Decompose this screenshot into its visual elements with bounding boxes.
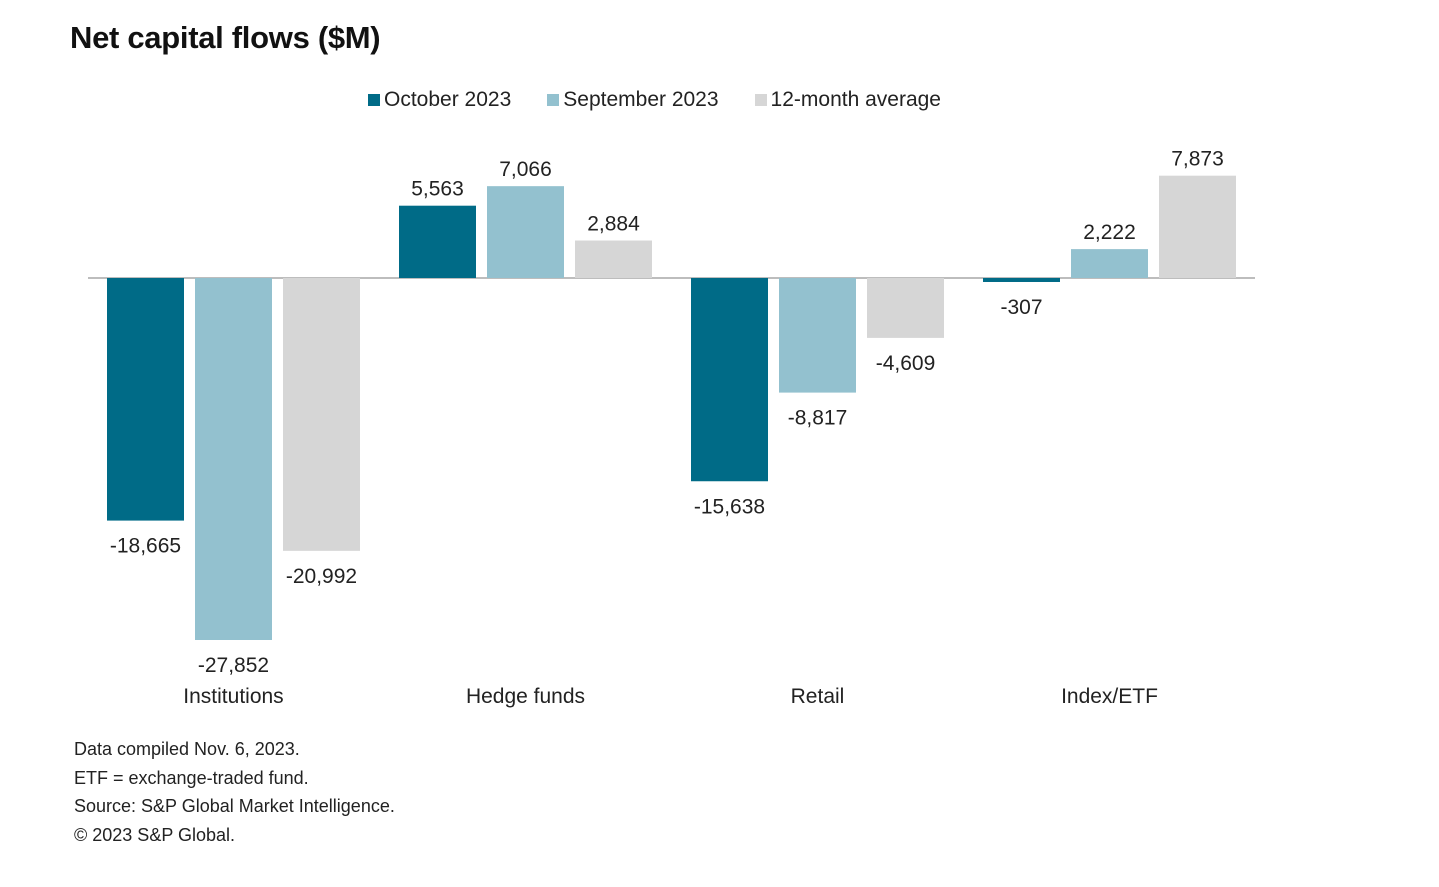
data-label-retail-12-month-average: -4,609 <box>876 352 936 375</box>
bar-hedge-funds-september-2023 <box>487 186 564 278</box>
bar-retail-october-2023 <box>691 278 768 482</box>
category-label-hedge-funds: Hedge funds <box>466 685 585 708</box>
note-source: Source: S&P Global Market Intelligence. <box>74 796 395 816</box>
legend-swatch-12-month-average <box>754 94 767 106</box>
legend-item-12-month-average: 12-month average <box>754 88 941 112</box>
chart-title: Net capital flows ($M) <box>70 20 381 55</box>
category-label-index-etf: Index/ETF <box>1061 685 1158 708</box>
bar-institutions-october-2023 <box>107 278 184 521</box>
data-label-retail-october-2023: -15,638 <box>694 495 765 518</box>
bar-institutions-12-month-average <box>283 278 360 551</box>
data-label-index-etf-september-2023: 2,222 <box>1083 221 1136 244</box>
bar-retail-12-month-average <box>867 278 944 338</box>
data-label-hedge-funds-september-2023: 7,066 <box>499 158 552 181</box>
category-label-institutions: Institutions <box>183 685 283 708</box>
note-data-compiled: Data compiled Nov. 6, 2023. <box>74 739 300 759</box>
legend: October 2023 September 2023 12-month ave… <box>368 88 941 112</box>
legend-label-october: October 2023 <box>384 88 512 111</box>
data-label-index-etf-12-month-average: 7,873 <box>1171 148 1224 171</box>
data-label-hedge-funds-12-month-average: 2,884 <box>587 213 640 236</box>
note-etf-definition: ETF = exchange-traded fund. <box>74 767 309 788</box>
category-label-retail: Retail <box>791 685 845 708</box>
legend-swatch-september <box>547 94 560 106</box>
legend-item-october: October 2023 <box>368 88 511 112</box>
bar-index-etf-october-2023 <box>983 278 1060 282</box>
footnotes: Data compiled Nov. 6, 2023. ETF = exchan… <box>74 735 395 849</box>
legend-label-12-month-average: 12-month average <box>770 88 941 111</box>
legend-swatch-october <box>368 94 380 106</box>
data-label-index-etf-october-2023: -307 <box>1000 296 1042 319</box>
data-label-institutions-september-2023: -27,852 <box>198 654 269 677</box>
bar-index-etf-september-2023 <box>1071 249 1148 278</box>
data-label-hedge-funds-october-2023: 5,563 <box>411 178 464 201</box>
note-copyright: © 2023 S&P Global. <box>74 824 236 845</box>
bar-retail-september-2023 <box>779 278 856 393</box>
legend-item-september: September 2023 <box>547 88 719 112</box>
bar-hedge-funds-october-2023 <box>399 205 476 278</box>
data-label-retail-september-2023: -8,817 <box>788 407 848 430</box>
bar-institutions-september-2023 <box>195 278 272 640</box>
legend-label-september: September 2023 <box>563 88 719 111</box>
bar-index-etf-12-month-average <box>1159 175 1236 278</box>
data-label-institutions-12-month-average: -20,992 <box>286 565 357 588</box>
bar-hedge-funds-12-month-average <box>575 240 652 278</box>
data-label-institutions-october-2023: -18,665 <box>110 535 181 558</box>
